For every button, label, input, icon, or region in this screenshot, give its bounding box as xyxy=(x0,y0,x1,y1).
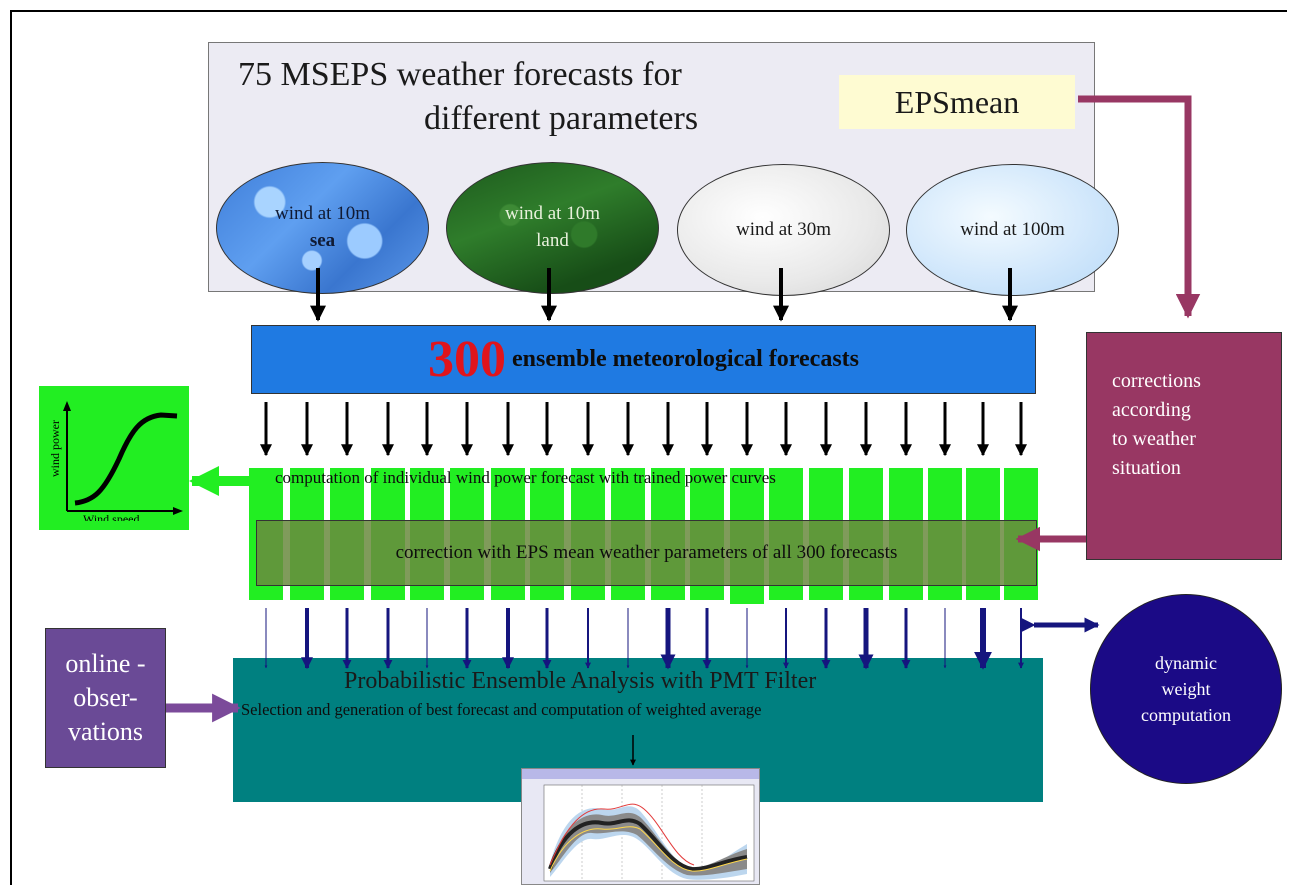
ensemble-forecasts-bar: 300 ensemble meteorological forecasts xyxy=(251,325,1036,394)
forecast-thumbnail-plot xyxy=(522,769,759,882)
ellipse-wind-10m-land: wind at 10m land xyxy=(446,162,659,294)
ellipse-sea-sublabel: sea xyxy=(309,230,336,251)
ensemble-count: 300 xyxy=(427,331,506,388)
corrections-line-2: according xyxy=(1112,399,1191,421)
slide-frame xyxy=(10,10,1287,885)
title-line-1: 75 MSEPS weather forecasts for xyxy=(238,56,682,93)
corrections-line-1: corrections xyxy=(1112,370,1201,392)
ensemble-label: ensemble meteorological forecasts xyxy=(511,346,859,372)
eps-correction-box: correction with EPS mean weather paramet… xyxy=(256,520,1037,586)
ellipse-land-label: wind at 10m xyxy=(505,203,600,225)
power-curve-xlabel: Wind speed xyxy=(83,512,140,521)
power-curve-ylabel: wind power xyxy=(49,420,62,477)
title-line-2: different parameters xyxy=(424,100,699,137)
computation-label: computation of individual wind power for… xyxy=(275,468,776,487)
ellipse-sea-label: wind at 10m xyxy=(275,203,370,225)
online-line-1: online - xyxy=(65,649,146,679)
forecast-result-thumbnail xyxy=(521,768,760,885)
dynamic-line-3: computation xyxy=(1141,705,1231,726)
corrections-box: corrections according to weather situati… xyxy=(1086,332,1282,560)
online-observations-box: online - obser- vations xyxy=(45,628,166,768)
online-line-3: vations xyxy=(67,716,144,746)
analysis-subtitle: Selection and generation of best forecas… xyxy=(241,700,762,719)
eps-correction-label: correction with EPS mean weather paramet… xyxy=(395,542,898,563)
ellipse-wind-10m-sea: wind at 10m sea xyxy=(216,162,429,294)
dynamic-line-2: weight xyxy=(1161,678,1211,699)
dynamic-weight-circle: dynamic weight computation xyxy=(1090,594,1282,784)
dynamic-line-1: dynamic xyxy=(1155,652,1217,673)
ellipse-land-sublabel: land xyxy=(536,230,569,251)
online-line-2: obser- xyxy=(73,683,138,713)
epsmean-box: EPSmean xyxy=(839,75,1075,129)
power-curve-plot: wind power Wind speed xyxy=(49,401,183,521)
ellipse-100m-label: wind at 100m xyxy=(960,218,1065,240)
analysis-title: Probabilistic Ensemble Analysis with PMT… xyxy=(344,668,817,694)
corrections-line-3: to weather xyxy=(1112,428,1196,450)
ellipse-30m-label: wind at 30m xyxy=(736,218,831,240)
power-curve-line xyxy=(74,412,178,506)
ellipse-wind-30m: wind at 30m xyxy=(677,164,890,296)
ellipse-wind-100m: wind at 100m xyxy=(906,164,1119,296)
corrections-line-4: situation xyxy=(1112,457,1181,479)
